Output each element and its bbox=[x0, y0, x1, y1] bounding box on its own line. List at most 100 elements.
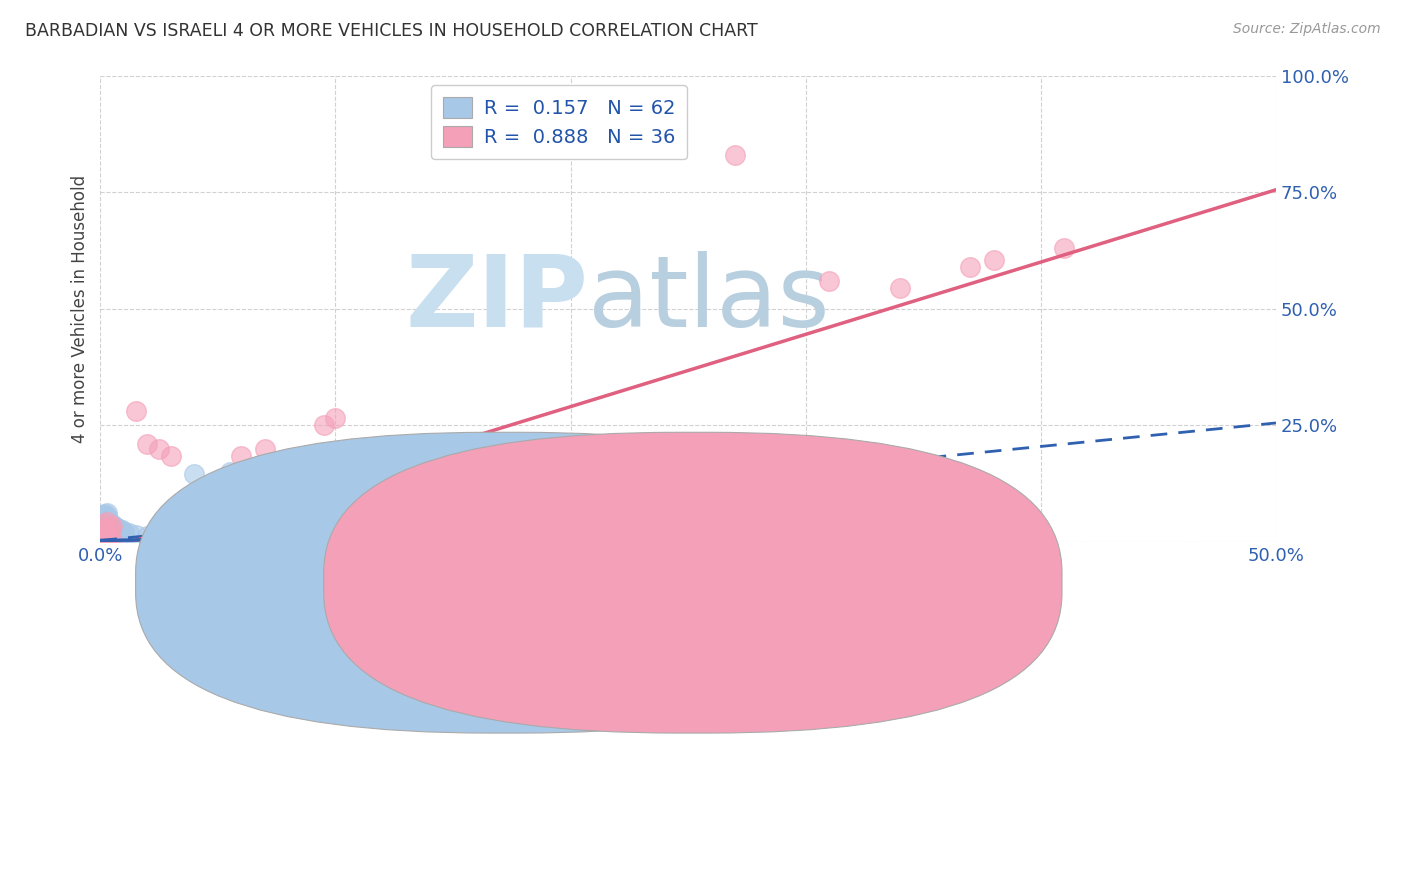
Point bbox=[94, 533, 117, 547]
Point bbox=[160, 531, 183, 545]
Point bbox=[94, 510, 117, 524]
Point bbox=[91, 526, 114, 541]
Point bbox=[124, 404, 146, 418]
FancyBboxPatch shape bbox=[323, 433, 1062, 733]
Text: Israelis: Israelis bbox=[730, 574, 793, 592]
Point bbox=[103, 523, 125, 537]
Point bbox=[501, 446, 523, 460]
Point bbox=[218, 465, 240, 479]
Point bbox=[136, 437, 159, 451]
Point bbox=[148, 442, 170, 456]
Point bbox=[98, 524, 121, 539]
Point bbox=[105, 522, 128, 536]
Point bbox=[103, 520, 125, 534]
Point bbox=[818, 274, 841, 288]
Point bbox=[160, 449, 183, 463]
Point bbox=[94, 521, 117, 535]
Point bbox=[889, 281, 911, 295]
Point bbox=[325, 455, 347, 469]
Point bbox=[94, 531, 117, 545]
Point bbox=[98, 528, 121, 542]
Point bbox=[98, 521, 121, 535]
Point bbox=[105, 521, 128, 535]
Point bbox=[94, 526, 117, 541]
Point bbox=[96, 528, 118, 542]
Point bbox=[98, 518, 121, 533]
Point bbox=[91, 516, 114, 530]
Point bbox=[98, 517, 121, 532]
Point bbox=[98, 523, 121, 537]
Point bbox=[96, 506, 118, 520]
Point bbox=[983, 252, 1005, 267]
Point bbox=[105, 524, 128, 539]
Point bbox=[465, 453, 488, 467]
Point bbox=[96, 509, 118, 524]
Point bbox=[108, 522, 131, 536]
Point bbox=[103, 521, 125, 535]
Point bbox=[91, 518, 114, 533]
Point bbox=[105, 523, 128, 537]
Point bbox=[98, 516, 121, 531]
Point bbox=[101, 517, 124, 532]
Point bbox=[110, 523, 132, 537]
Point bbox=[91, 528, 114, 542]
Point bbox=[103, 526, 125, 541]
Point bbox=[112, 524, 135, 539]
Text: BARBADIAN VS ISRAELI 4 OR MORE VEHICLES IN HOUSEHOLD CORRELATION CHART: BARBADIAN VS ISRAELI 4 OR MORE VEHICLES … bbox=[25, 22, 758, 40]
Point bbox=[231, 449, 253, 463]
Point bbox=[108, 523, 131, 537]
Point bbox=[96, 530, 118, 544]
Point bbox=[101, 531, 124, 545]
FancyBboxPatch shape bbox=[135, 433, 875, 733]
Point bbox=[91, 523, 114, 537]
Text: Barbadians: Barbadians bbox=[541, 574, 643, 592]
Point bbox=[96, 512, 118, 526]
Point bbox=[96, 525, 118, 540]
Point bbox=[96, 531, 118, 545]
Y-axis label: 4 or more Vehicles in Household: 4 or more Vehicles in Household bbox=[72, 175, 89, 442]
Point bbox=[101, 518, 124, 533]
Point bbox=[94, 533, 117, 547]
Point bbox=[101, 522, 124, 536]
Point bbox=[277, 507, 299, 521]
Point bbox=[148, 530, 170, 544]
Point bbox=[91, 508, 114, 522]
Point bbox=[347, 467, 370, 482]
Point bbox=[94, 522, 117, 536]
Point bbox=[117, 526, 139, 541]
Point bbox=[110, 524, 132, 539]
Point bbox=[253, 442, 276, 456]
Point bbox=[96, 516, 118, 531]
Point bbox=[91, 532, 114, 546]
Point bbox=[96, 516, 118, 530]
Point bbox=[96, 531, 118, 545]
Point bbox=[101, 520, 124, 534]
Point bbox=[91, 523, 114, 537]
Point bbox=[959, 260, 981, 274]
Point bbox=[96, 520, 118, 534]
Point bbox=[108, 525, 131, 540]
Text: ZIP: ZIP bbox=[405, 251, 588, 348]
Point bbox=[277, 458, 299, 472]
Point bbox=[91, 511, 114, 525]
Point bbox=[96, 524, 118, 539]
Point bbox=[312, 418, 335, 433]
Point bbox=[101, 525, 124, 540]
Legend: R =  0.157   N = 62, R =  0.888   N = 36: R = 0.157 N = 62, R = 0.888 N = 36 bbox=[432, 86, 686, 159]
Point bbox=[98, 520, 121, 534]
Point bbox=[103, 518, 125, 533]
Point bbox=[430, 458, 453, 472]
Point bbox=[94, 517, 117, 532]
Point bbox=[98, 530, 121, 544]
Point bbox=[724, 148, 747, 162]
Point bbox=[136, 529, 159, 543]
Point bbox=[395, 462, 418, 476]
Point bbox=[112, 526, 135, 541]
Point bbox=[183, 467, 205, 482]
Point bbox=[94, 525, 117, 540]
Point bbox=[94, 507, 117, 521]
Point bbox=[325, 411, 347, 425]
Point bbox=[101, 518, 124, 533]
Point bbox=[98, 532, 121, 546]
Point bbox=[91, 517, 114, 532]
